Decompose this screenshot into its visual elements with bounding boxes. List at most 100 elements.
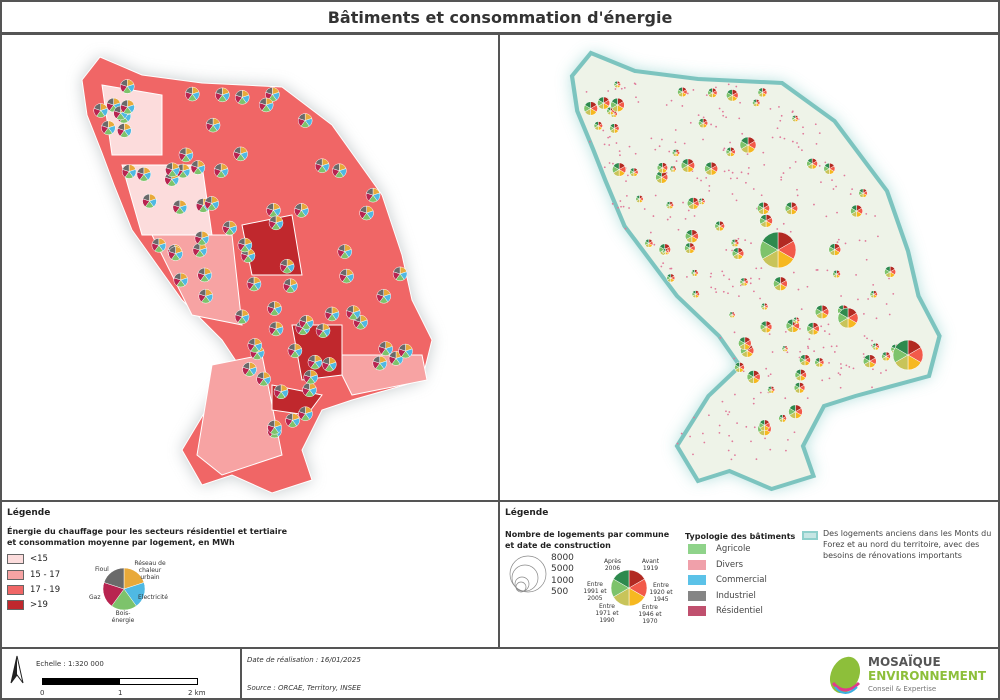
building-dot	[686, 276, 688, 278]
building-dot	[683, 142, 686, 145]
commune-pie	[609, 123, 615, 129]
legend-heading: Légende	[7, 508, 51, 518]
building-dot	[818, 132, 821, 134]
building-dot	[815, 269, 818, 271]
building-dot	[702, 116, 705, 119]
swatch	[7, 554, 24, 564]
swatch	[688, 560, 706, 570]
building-dot	[815, 142, 818, 145]
commune-pie	[378, 341, 386, 349]
commune-pie	[838, 307, 849, 319]
building-dot	[826, 269, 829, 272]
commune-pie	[760, 320, 767, 328]
building-dot	[871, 386, 873, 389]
map-dwellings[interactable]	[498, 33, 1000, 502]
building-dot	[721, 270, 724, 273]
building-dot	[725, 410, 727, 413]
commune-pie	[791, 115, 796, 119]
building-dot	[611, 202, 614, 205]
commune-pie	[666, 273, 672, 279]
building-dot	[793, 431, 796, 434]
building-dot	[708, 185, 711, 187]
building-dot	[785, 449, 787, 452]
commune-pie	[726, 146, 731, 153]
building-dot	[705, 94, 708, 97]
building-dot	[654, 194, 657, 197]
class-label: >19	[30, 600, 48, 610]
building-dot	[722, 290, 725, 293]
size-label: 1000	[551, 576, 574, 586]
commune-pie	[267, 420, 275, 428]
building-dot	[745, 425, 748, 428]
building-dot	[682, 201, 684, 204]
building-dot	[710, 272, 713, 275]
building-dot	[745, 181, 747, 184]
legend-subtitle: Énergie du chauffage pour les secteurs r…	[7, 527, 288, 547]
building-dot	[807, 347, 810, 350]
building-dot	[762, 151, 765, 154]
commune-pie	[858, 188, 864, 194]
map-heating-energy[interactable]	[0, 33, 500, 502]
building-dot	[731, 193, 734, 195]
building-dot	[752, 397, 755, 400]
commune-pie	[767, 385, 772, 391]
commune-pie	[738, 336, 746, 344]
building-dot	[792, 271, 795, 274]
scale-label: Echelle : 1:320 000	[36, 660, 104, 668]
building-dot	[620, 205, 622, 208]
commune-pie	[786, 318, 794, 327]
building-dot	[622, 205, 625, 208]
commune-pie	[752, 98, 757, 104]
info-panel: Date de réalisation : 16/01/2025 Source …	[240, 647, 1000, 700]
building-dot	[796, 142, 798, 144]
building-dot	[736, 422, 738, 425]
typology-label: Industriel	[716, 591, 756, 601]
commune-pie	[242, 362, 250, 370]
building-dot	[623, 86, 626, 89]
commune-pie	[122, 164, 130, 172]
commune-pie	[747, 370, 754, 378]
building-dot	[624, 227, 627, 230]
building-dot	[759, 391, 762, 394]
building-dot	[760, 194, 763, 197]
commune-pie	[106, 97, 114, 106]
building-dot	[674, 141, 677, 144]
building-dot	[619, 200, 622, 202]
commune-pie	[285, 413, 293, 421]
commune-pie	[337, 244, 345, 252]
pie-label: Entre 1946 et 1970	[638, 604, 662, 625]
building-dot	[733, 331, 736, 334]
building-dot	[862, 353, 865, 355]
building-dot	[760, 267, 763, 270]
building-dot	[799, 327, 801, 330]
pie-label: Bois-énergie	[111, 610, 135, 624]
building-dot	[828, 333, 831, 336]
building-dot	[789, 230, 792, 233]
building-dot	[728, 434, 731, 437]
building-dot	[674, 129, 677, 131]
commune-pie	[298, 113, 306, 121]
pie-label: Entre 1991 et 2005	[583, 581, 607, 602]
building-dot	[864, 240, 867, 242]
scale-tick: 0	[40, 689, 45, 697]
building-dot	[780, 178, 783, 181]
building-dot	[715, 125, 718, 128]
building-dot	[885, 303, 888, 305]
building-dot	[722, 114, 725, 117]
building-dot	[814, 123, 817, 126]
commune-pie	[778, 414, 783, 419]
territory-buildings	[569, 50, 942, 492]
building-dot	[675, 160, 678, 162]
north-arrow-icon	[10, 655, 24, 684]
building-dot	[661, 138, 663, 141]
building-dot	[799, 350, 802, 353]
building-dot	[769, 108, 772, 110]
building-dot	[728, 411, 731, 413]
building-dot	[786, 351, 789, 354]
commune-pie	[346, 305, 354, 314]
building-dot	[866, 337, 868, 340]
legend-class: 15 - 17	[7, 570, 60, 580]
commune-pie	[613, 80, 618, 85]
commune-pie	[366, 187, 374, 196]
building-dot	[872, 368, 874, 371]
